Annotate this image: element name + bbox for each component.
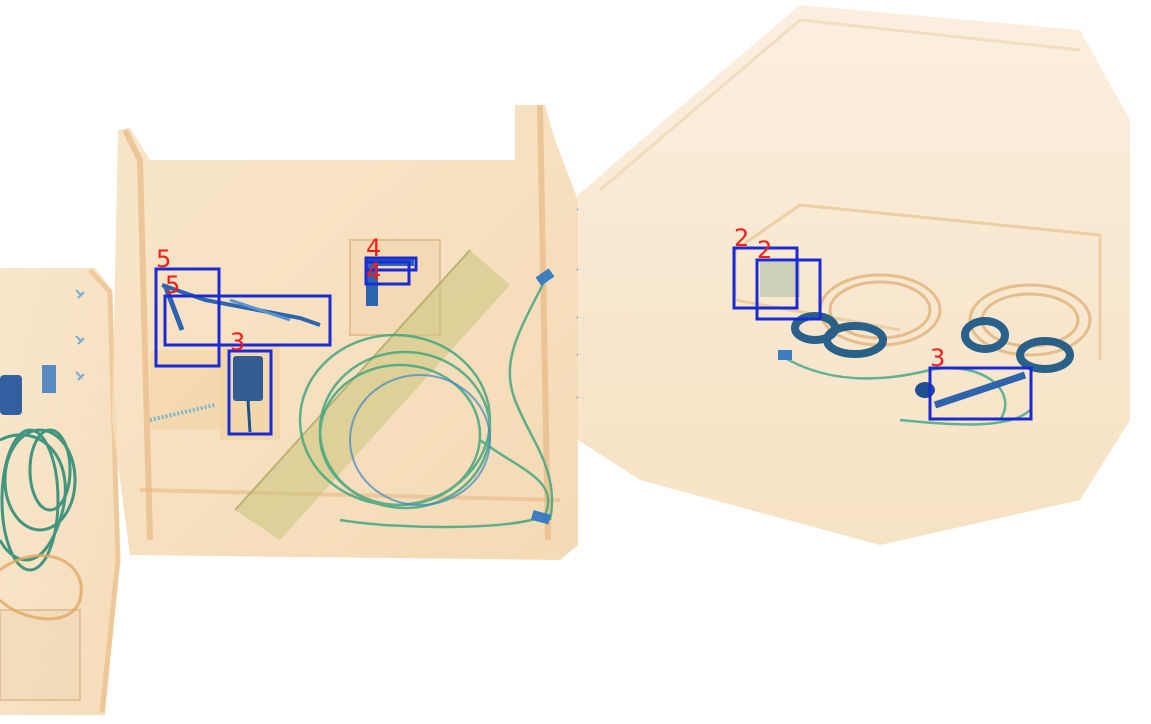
- detection-2b: 2: [755, 236, 822, 321]
- tool-object-left: [161, 283, 321, 331]
- detection-3a: 3: [227, 328, 273, 436]
- detection-2a: 2: [732, 224, 799, 310]
- bounding-box: [227, 349, 273, 436]
- right-bag: [578, 5, 1130, 545]
- detection-label: 2: [757, 236, 772, 264]
- middle-bag: [112, 104, 585, 560]
- detection-boxes: 5 5 3 4 4 2 2 3: [154, 224, 1033, 436]
- detection-label: 3: [930, 344, 945, 372]
- detection-label: 5: [156, 245, 171, 273]
- left-bag: [0, 268, 121, 715]
- detection-label: 5: [165, 271, 180, 299]
- detection-4b: 4: [364, 258, 411, 286]
- bounding-box: [364, 260, 411, 286]
- bounding-box: [755, 258, 822, 321]
- detection-label: 2: [734, 224, 749, 252]
- bounding-box: [732, 246, 799, 310]
- bounding-box: [928, 366, 1033, 421]
- detection-label: 4: [366, 258, 381, 286]
- detection-label: 4: [366, 234, 381, 262]
- bounding-box: [154, 267, 221, 368]
- detection-label: 3: [230, 328, 245, 356]
- detection-3b: 3: [928, 344, 1033, 421]
- detection-5b: 5: [163, 271, 332, 347]
- bounding-box: [163, 294, 332, 347]
- detection-5a: 5: [154, 245, 221, 368]
